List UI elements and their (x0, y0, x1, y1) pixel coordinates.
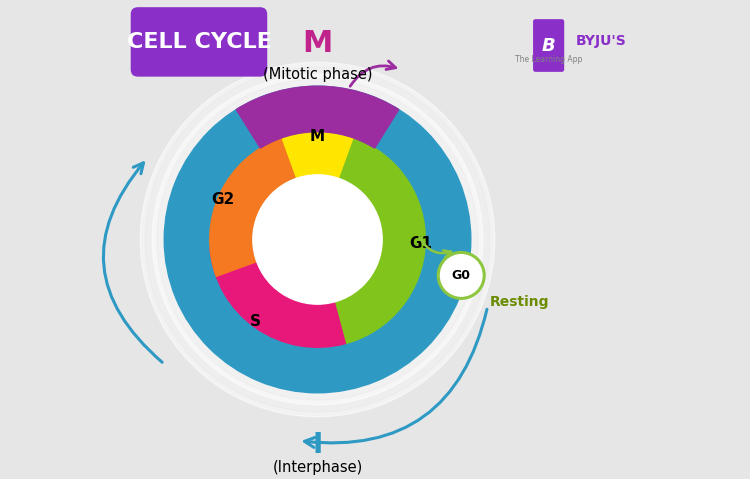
FancyBboxPatch shape (130, 7, 267, 77)
Text: M: M (302, 29, 333, 57)
Circle shape (152, 74, 483, 405)
Text: Resting: Resting (490, 295, 550, 309)
Text: G0: G0 (452, 269, 471, 282)
FancyBboxPatch shape (533, 19, 564, 72)
Circle shape (140, 62, 495, 417)
Wedge shape (164, 86, 471, 393)
Text: M: M (310, 129, 325, 144)
Text: The Learning App: The Learning App (514, 56, 582, 64)
Text: B: B (542, 36, 555, 55)
Circle shape (253, 175, 382, 304)
Circle shape (145, 67, 490, 412)
Text: BYJU'S: BYJU'S (576, 34, 627, 48)
Text: S: S (250, 314, 261, 329)
Circle shape (438, 252, 485, 298)
Text: (Mitotic phase): (Mitotic phase) (262, 67, 372, 82)
Wedge shape (280, 132, 355, 179)
Circle shape (157, 79, 478, 400)
Wedge shape (236, 86, 399, 148)
Text: (Interphase): (Interphase) (272, 459, 363, 475)
Text: G1: G1 (409, 236, 432, 251)
Wedge shape (334, 138, 425, 343)
Wedge shape (210, 138, 296, 276)
Text: CELL CYCLE: CELL CYCLE (127, 32, 272, 52)
Text: G2: G2 (211, 192, 234, 207)
Wedge shape (210, 245, 346, 347)
Text: I: I (313, 432, 322, 459)
